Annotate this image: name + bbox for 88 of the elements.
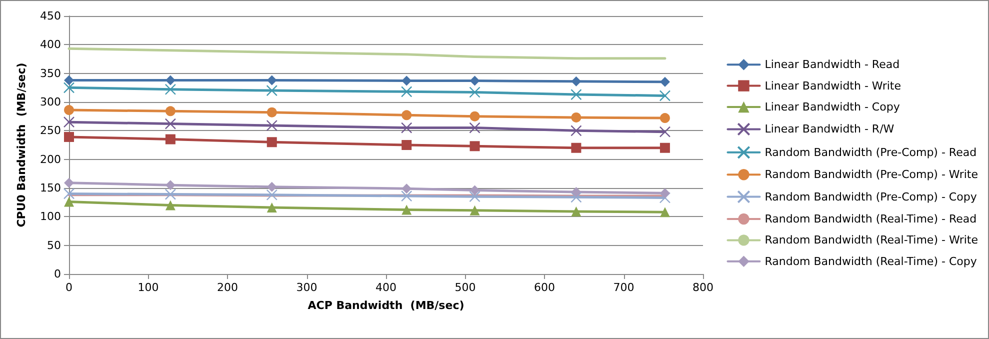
point	[164, 84, 176, 95]
x-tick-label: 300	[296, 281, 318, 294]
x-tick-label: 100	[138, 281, 159, 294]
point	[660, 188, 670, 198]
point	[402, 204, 412, 215]
point	[571, 187, 582, 198]
point	[266, 107, 277, 118]
point	[660, 76, 670, 87]
point	[64, 105, 74, 116]
y-axis-title: CPU0 Bandwidth (MB/sec)	[15, 62, 28, 228]
point	[266, 137, 277, 148]
point	[64, 75, 74, 86]
point	[570, 125, 582, 136]
point	[165, 106, 176, 116]
x-tick-label: 400	[376, 281, 396, 294]
y-tick-label: 400	[40, 38, 61, 52]
y-tick-label: 150	[40, 182, 61, 194]
point	[64, 196, 74, 207]
x-tick-label: 500	[454, 281, 476, 294]
point	[401, 86, 412, 98]
point	[469, 191, 480, 202]
point	[470, 111, 480, 122]
point	[165, 180, 176, 190]
legend-label: Random Bandwidth (Pre-Comp) - Read	[764, 146, 977, 159]
point	[164, 118, 176, 130]
y-tick-label: 100	[40, 210, 61, 224]
point	[266, 84, 278, 96]
point	[64, 132, 74, 142]
line-series	[68, 47, 666, 60]
point	[164, 188, 176, 200]
point	[470, 141, 480, 152]
point	[571, 112, 582, 122]
point	[266, 75, 277, 86]
point	[165, 134, 176, 144]
point	[659, 126, 671, 138]
point	[402, 140, 412, 150]
x-tick-label: 600	[534, 281, 555, 294]
point	[470, 185, 480, 196]
point	[64, 178, 74, 188]
legend-label: Linear Bandwidth - R/W	[764, 122, 894, 136]
x-tick-label: 200	[217, 281, 238, 294]
legend-label: Random Bandwidth (Pre-Comp) - Copy	[764, 190, 978, 204]
y-tick-label: 300	[40, 96, 61, 108]
x-tick-label: 700	[613, 281, 634, 294]
point	[570, 88, 582, 100]
point	[402, 76, 412, 86]
y-tick-label: 0	[54, 268, 61, 280]
point	[401, 190, 412, 202]
point	[402, 110, 412, 120]
point	[570, 192, 582, 203]
legend-label: Linear Bandwidth - Write	[764, 79, 902, 92]
point	[266, 202, 277, 212]
point	[63, 188, 75, 200]
point	[63, 116, 75, 128]
point	[660, 207, 670, 218]
legend-label: Linear Bandwidth - Copy	[764, 100, 900, 114]
point	[470, 76, 480, 86]
y-tick-label: 350	[40, 66, 61, 80]
point	[165, 75, 176, 86]
point	[660, 142, 670, 153]
point	[469, 86, 480, 98]
legend-label: Linear Bandwidth - Read	[764, 58, 900, 72]
point	[266, 182, 277, 192]
y-tick-label: 250	[40, 124, 61, 138]
point	[659, 192, 671, 204]
x-tick-label: 800	[692, 281, 714, 294]
point	[266, 120, 278, 132]
legend-label: Random Bandwidth (Real-Time) - Read	[764, 212, 977, 226]
point	[469, 122, 480, 134]
point	[401, 122, 412, 134]
point	[165, 200, 176, 210]
legend-label: Random Bandwidth (Real-Time) - Copy	[764, 254, 978, 268]
point	[266, 189, 278, 200]
x-tick-label: 0	[66, 281, 72, 294]
point	[660, 113, 670, 124]
point	[63, 82, 75, 94]
point	[659, 90, 671, 102]
point	[571, 206, 582, 217]
point	[571, 76, 582, 86]
point	[470, 205, 480, 216]
legend-label: Random Bandwidth (Pre-Comp) - Write	[764, 168, 978, 182]
point	[571, 142, 582, 153]
point	[402, 184, 412, 194]
y-tick-label: 450	[40, 10, 61, 22]
y-tick-label: 200	[40, 152, 61, 166]
y-tick-label: 50	[47, 238, 61, 252]
legend-label: Random Bandwidth (Real-Time) - Write	[764, 234, 978, 247]
x-axis-title: ACP Bandwidth (MB/sec)	[308, 299, 464, 312]
